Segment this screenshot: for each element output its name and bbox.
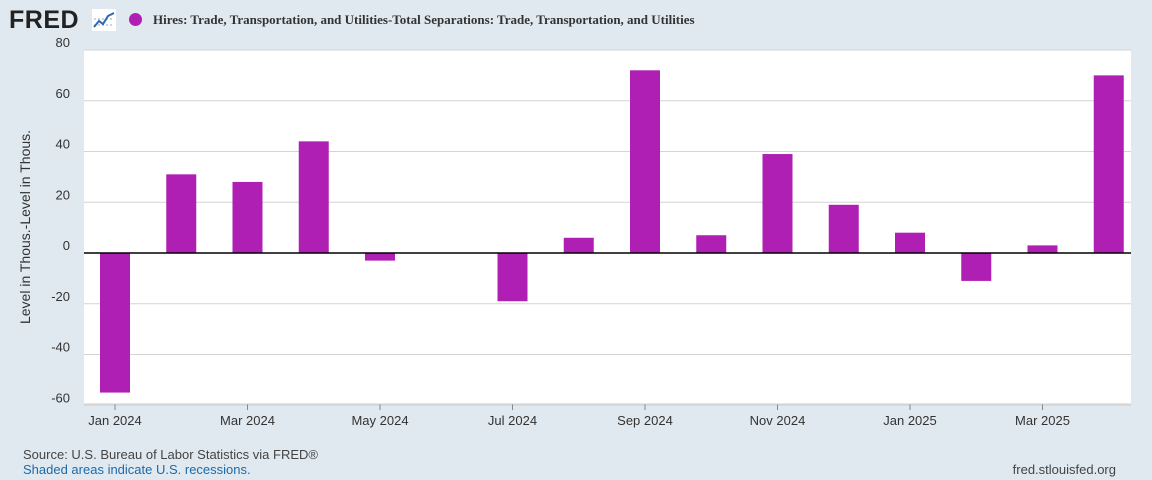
bar-apr-2025[interactable] bbox=[1093, 75, 1124, 253]
legend-label: Hires: Trade, Transportation, and Utilit… bbox=[153, 12, 695, 27]
source-text: U.S. Bureau of Labor Statistics via FRED… bbox=[71, 447, 318, 462]
bar-dec-2024[interactable] bbox=[828, 204, 859, 253]
source-note: Source: U.S. Bureau of Labor Statistics … bbox=[23, 447, 318, 462]
y-tick-label: 80 bbox=[56, 35, 70, 50]
x-tick-label: Jan 2024 bbox=[88, 413, 142, 428]
y-tick-label: -40 bbox=[51, 340, 70, 355]
y-tick-label: -60 bbox=[51, 390, 70, 405]
recession-note[interactable]: Shaded areas indicate U.S. recessions. bbox=[23, 462, 251, 477]
y-tick-label: 0 bbox=[63, 238, 70, 253]
chart-header: FRED Hires: Trade, Transportation, and U… bbox=[0, 0, 1152, 40]
bar-mar-2025[interactable] bbox=[1027, 245, 1058, 253]
fred-url[interactable]: fred.stlouisfed.org bbox=[1012, 462, 1116, 477]
y-axis-label: Level in Thous.-Level in Thous. bbox=[17, 130, 33, 324]
y-tick-label: 60 bbox=[56, 86, 70, 101]
x-axis-ticks: Jan 2024 Mar 2024 May 2024 Jul 2024 Sep 2024… bbox=[84, 403, 1131, 428]
x-tick-label: Jan 2025 bbox=[883, 413, 937, 428]
bar-oct-2024[interactable] bbox=[696, 235, 727, 253]
y-tick-label: 40 bbox=[56, 137, 70, 152]
bar-series bbox=[100, 70, 1124, 393]
bar-feb-2024[interactable] bbox=[166, 174, 197, 253]
y-axis-ticks: 80 60 40 20 0 -20 -40 -60 bbox=[51, 35, 70, 405]
fred-logo[interactable]: FRED bbox=[9, 6, 80, 34]
bar-mar-2024[interactable] bbox=[232, 181, 263, 253]
line-chart-icon bbox=[92, 9, 116, 31]
bar-feb-2025[interactable] bbox=[961, 253, 992, 281]
bar-jul-2024[interactable] bbox=[497, 253, 528, 302]
x-tick-label: Mar 2024 bbox=[220, 413, 275, 428]
x-tick-label: Sep 2024 bbox=[617, 413, 673, 428]
bar-jan-2024[interactable] bbox=[100, 253, 130, 393]
bar-may-2024[interactable] bbox=[365, 253, 395, 261]
bar-apr-2024[interactable] bbox=[298, 141, 329, 253]
x-tick-label: Jul 2024 bbox=[488, 413, 537, 428]
y-tick-label: 20 bbox=[56, 187, 70, 202]
bar-aug-2024[interactable] bbox=[563, 237, 594, 253]
bar-nov-2024[interactable] bbox=[762, 154, 793, 253]
bar-jan-2025[interactable] bbox=[895, 232, 925, 253]
legend-marker bbox=[129, 13, 142, 26]
x-tick-label: May 2024 bbox=[351, 413, 408, 428]
x-tick-label: Mar 2025 bbox=[1015, 413, 1070, 428]
x-tick-label: Nov 2024 bbox=[750, 413, 806, 428]
bar-sep-2024[interactable] bbox=[630, 70, 660, 253]
y-tick-label: -20 bbox=[51, 289, 70, 304]
